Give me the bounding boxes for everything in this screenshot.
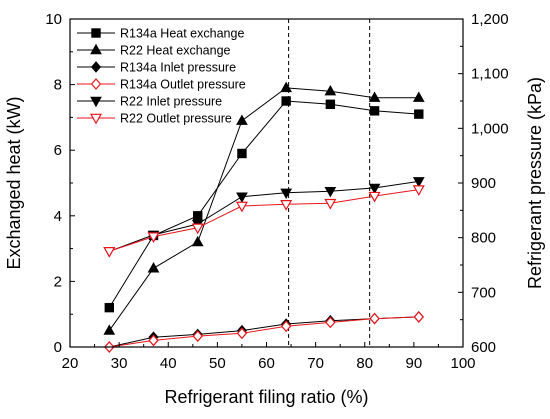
data-point: [237, 148, 247, 159]
data-point: [324, 187, 337, 198]
x-tick-label: 40: [160, 355, 177, 372]
x-tick-label: 90: [406, 355, 423, 372]
data-point: [413, 311, 424, 323]
x-tick-label: 30: [111, 355, 128, 372]
reference-lines: [288, 19, 371, 347]
y-right-tick-label: 600: [471, 339, 496, 356]
x-axis-title: Refrigerant filing ratio (%): [164, 387, 368, 407]
data-point: [368, 191, 381, 203]
data-point: [236, 327, 248, 340]
data-point: [193, 211, 203, 221]
x-tick-label: 80: [356, 355, 373, 372]
data-point: [280, 200, 293, 211]
y-left-tick-label: 6: [54, 142, 62, 159]
legend-marker: [91, 28, 101, 38]
legend-item: R22 Heat exchange: [77, 44, 231, 58]
series-2: [103, 81, 425, 335]
y-right-tick-label: 1,100: [471, 66, 509, 83]
legend-marker: [89, 113, 103, 125]
series-line: [108, 87, 419, 331]
data-point: [281, 96, 291, 106]
legend-label: R22 Inlet pressure: [120, 95, 222, 109]
data-point: [369, 106, 380, 116]
data-point: [412, 91, 425, 102]
y-right-tick-label: 1,200: [471, 11, 509, 28]
data-point: [414, 109, 424, 119]
series-layer: [103, 81, 425, 353]
y-left-tick-label: 0: [54, 339, 62, 356]
y-axis-left: 0 2 4 6 8 10: [45, 11, 75, 356]
y-right-tick-label: 1,000: [471, 120, 509, 137]
x-axis: 20 30 40 50 60 70 80 90 100: [62, 342, 476, 372]
legend-marker: [90, 61, 102, 73]
legend-label: R134a Inlet pressure: [120, 61, 236, 75]
y-left-tick-label: 8: [54, 77, 62, 94]
data-point: [192, 330, 203, 342]
legend-item: R22 Inlet pressure: [77, 95, 222, 109]
data-point: [412, 185, 425, 196]
data-point: [325, 316, 336, 329]
legend-item: R134a Heat exchange: [77, 27, 244, 41]
y-right-tick-label: 700: [471, 284, 496, 301]
x-tick-label: 20: [62, 355, 79, 372]
data-point: [324, 198, 337, 210]
series-line: [108, 100, 419, 308]
legend-item: R22 Outlet pressure: [77, 112, 232, 126]
series-line: [109, 189, 419, 252]
legend-marker: [90, 96, 102, 108]
y-left-tick-label: 2: [54, 273, 62, 290]
y-axis-left-title: Exchanged heat (kW): [4, 96, 24, 269]
series-5: [103, 177, 425, 258]
x-tick-label: 100: [450, 355, 475, 372]
y-right-tick-label: 800: [471, 230, 496, 247]
data-point: [236, 192, 248, 203]
legend-item: R134a Inlet pressure: [77, 61, 236, 75]
legend-item: R134a Outlet pressure: [77, 78, 246, 92]
data-point: [103, 247, 116, 258]
y-axis-right: 600 700 800 900 1,000 1,100 1,200: [458, 11, 509, 356]
data-point: [368, 183, 381, 195]
series-4: [104, 311, 424, 353]
y-right-tick-label: 900: [471, 175, 496, 192]
data-point: [104, 302, 114, 313]
y-axis-right-title: Refrigerant pressure (kPa): [525, 77, 545, 289]
data-point: [191, 223, 204, 235]
data-point: [148, 334, 159, 347]
x-tick-label: 70: [307, 355, 324, 372]
data-point: [236, 114, 248, 125]
legend-marker: [90, 43, 102, 55]
y-left-tick-label: 10: [45, 11, 62, 28]
y-left-tick-label: 4: [54, 208, 62, 225]
data-point: [280, 81, 293, 93]
data-point: [280, 188, 293, 200]
data-point: [235, 201, 248, 213]
data-point: [147, 262, 160, 273]
series-6: [103, 185, 425, 258]
legend-label: R22 Heat exchange: [120, 44, 231, 58]
series-line: [109, 316, 419, 348]
data-point: [369, 312, 380, 325]
legend-label: R22 Outlet pressure: [120, 112, 232, 126]
data-point: [103, 324, 116, 335]
legend-label: R134a Outlet pressure: [120, 78, 246, 92]
series-1: [104, 96, 424, 313]
data-point: [368, 91, 381, 102]
data-point: [191, 235, 204, 247]
x-tick-label: 60: [258, 355, 275, 372]
data-point: [325, 99, 336, 109]
legend: R134a Heat exchange R22 Heat exchange R134…: [77, 27, 246, 126]
x-tick-label: 50: [209, 355, 226, 372]
data-point: [412, 177, 425, 188]
data-point: [324, 84, 337, 96]
data-point: [280, 320, 292, 333]
legend-marker: [90, 78, 102, 90]
legend-label: R134a Heat exchange: [120, 27, 244, 41]
data-point: [147, 232, 160, 243]
series-line: [109, 180, 419, 252]
